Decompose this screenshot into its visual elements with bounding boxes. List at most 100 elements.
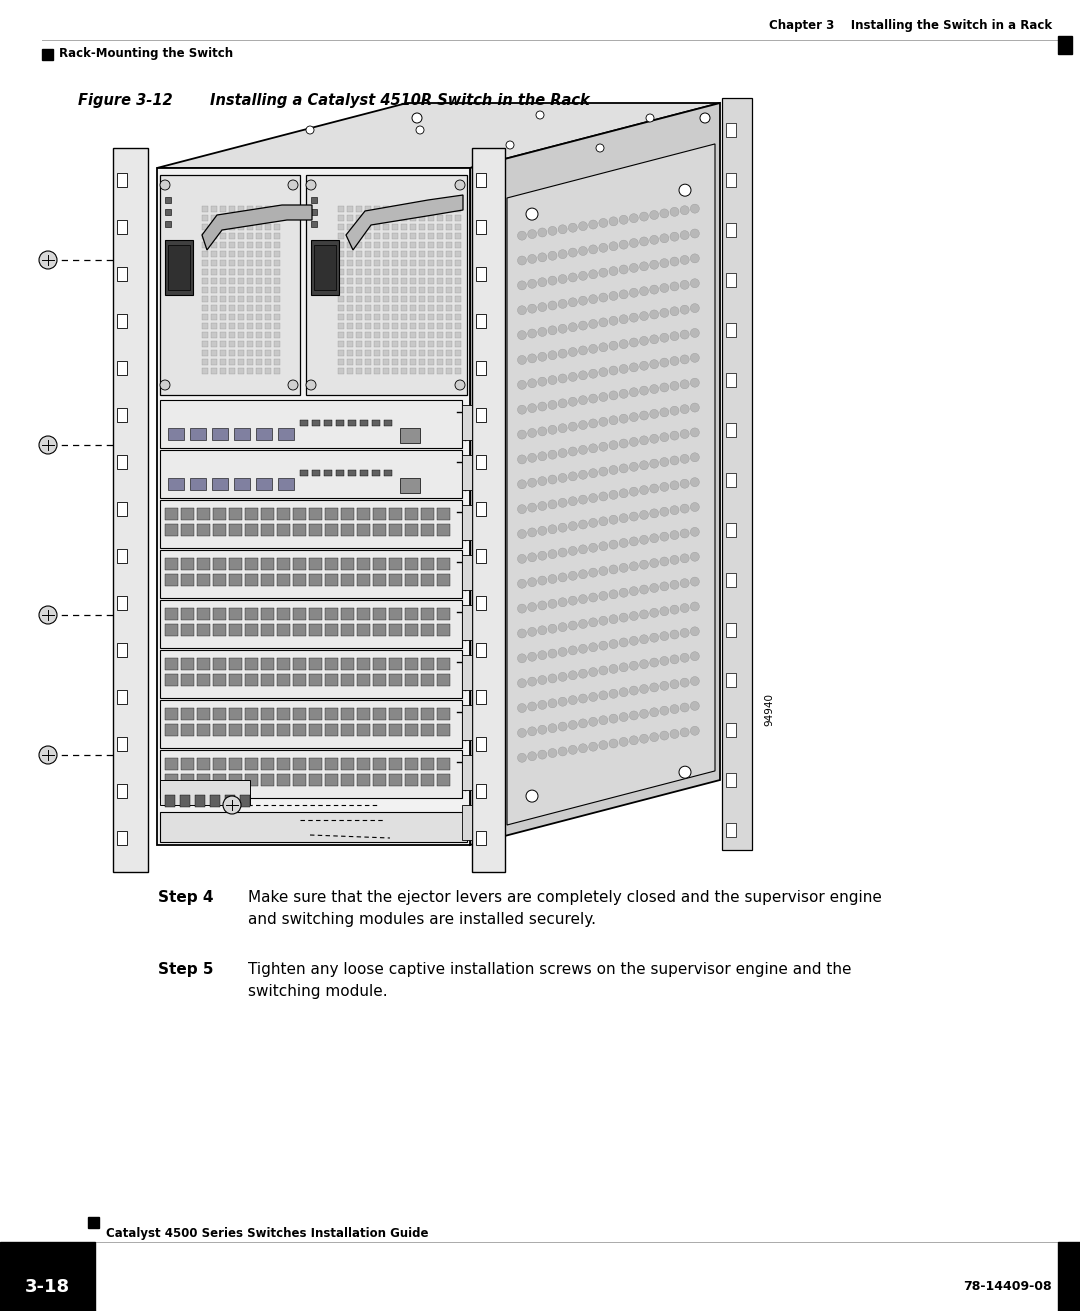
Bar <box>437 773 450 787</box>
Bar <box>202 315 208 320</box>
Bar <box>261 758 274 770</box>
Bar <box>238 332 244 338</box>
Bar <box>117 549 127 562</box>
Bar <box>410 278 416 284</box>
Circle shape <box>548 475 557 484</box>
Circle shape <box>589 345 597 354</box>
Circle shape <box>528 329 537 338</box>
Bar <box>365 224 372 229</box>
Bar <box>365 243 372 248</box>
Bar <box>383 278 389 284</box>
Bar <box>428 341 434 347</box>
Bar <box>446 243 453 248</box>
Circle shape <box>680 603 689 612</box>
Bar <box>726 123 735 138</box>
Bar <box>338 260 345 266</box>
Circle shape <box>609 490 618 499</box>
Bar <box>238 206 244 212</box>
Circle shape <box>568 298 578 307</box>
Bar <box>357 608 370 620</box>
Circle shape <box>411 113 422 123</box>
Circle shape <box>630 388 638 397</box>
Bar <box>419 224 426 229</box>
Bar <box>293 724 306 735</box>
Bar <box>384 420 392 426</box>
Bar <box>373 724 386 735</box>
Circle shape <box>558 274 567 283</box>
Circle shape <box>538 576 546 585</box>
Bar <box>325 773 338 787</box>
Bar <box>211 359 217 364</box>
Bar <box>455 250 461 257</box>
Circle shape <box>568 547 578 556</box>
Bar <box>446 341 453 347</box>
Bar <box>261 658 274 670</box>
Circle shape <box>598 269 608 277</box>
Circle shape <box>558 299 567 308</box>
Circle shape <box>630 735 638 745</box>
Circle shape <box>568 248 578 257</box>
Bar <box>229 558 242 570</box>
Circle shape <box>579 371 588 380</box>
Circle shape <box>650 236 659 244</box>
Circle shape <box>568 572 578 581</box>
Bar <box>421 524 434 536</box>
Bar <box>229 350 235 357</box>
Circle shape <box>690 726 700 735</box>
Bar <box>421 608 434 620</box>
Circle shape <box>450 178 460 187</box>
Circle shape <box>548 326 557 334</box>
Bar <box>410 287 416 292</box>
Bar <box>365 332 372 338</box>
Circle shape <box>579 718 588 728</box>
Bar <box>261 608 274 620</box>
Bar <box>229 278 235 284</box>
Bar <box>347 260 353 266</box>
Bar <box>247 260 253 266</box>
Circle shape <box>660 682 669 691</box>
Bar <box>356 350 362 357</box>
Bar <box>437 315 443 320</box>
Bar <box>428 260 434 266</box>
Bar <box>437 507 450 520</box>
Bar <box>437 250 443 257</box>
Bar <box>225 794 235 808</box>
Bar <box>256 341 262 347</box>
Circle shape <box>639 535 648 544</box>
Bar <box>455 368 461 374</box>
Circle shape <box>680 430 689 438</box>
Bar <box>347 305 353 311</box>
Circle shape <box>528 454 537 463</box>
Circle shape <box>568 447 578 456</box>
Bar <box>213 608 226 620</box>
Circle shape <box>589 270 597 279</box>
Bar <box>437 215 443 222</box>
Bar <box>419 215 426 222</box>
Bar <box>437 323 443 329</box>
Bar <box>261 708 274 720</box>
Bar <box>202 341 208 347</box>
Circle shape <box>690 527 700 536</box>
Circle shape <box>548 375 557 384</box>
Bar <box>211 332 217 338</box>
Bar <box>389 624 402 636</box>
Circle shape <box>630 611 638 620</box>
Circle shape <box>690 229 700 239</box>
Bar <box>325 708 338 720</box>
Bar <box>238 341 244 347</box>
Circle shape <box>660 507 669 517</box>
Bar <box>240 794 249 808</box>
Bar <box>365 296 372 302</box>
Circle shape <box>526 208 538 220</box>
Circle shape <box>455 380 465 389</box>
Bar <box>373 574 386 586</box>
Circle shape <box>528 379 537 388</box>
Bar <box>437 332 443 338</box>
Bar <box>437 758 450 770</box>
Circle shape <box>598 716 608 725</box>
Bar <box>245 758 258 770</box>
Text: Rack-Mounting the Switch: Rack-Mounting the Switch <box>59 47 233 60</box>
Bar <box>265 206 271 212</box>
Bar <box>365 341 372 347</box>
Bar <box>309 608 322 620</box>
